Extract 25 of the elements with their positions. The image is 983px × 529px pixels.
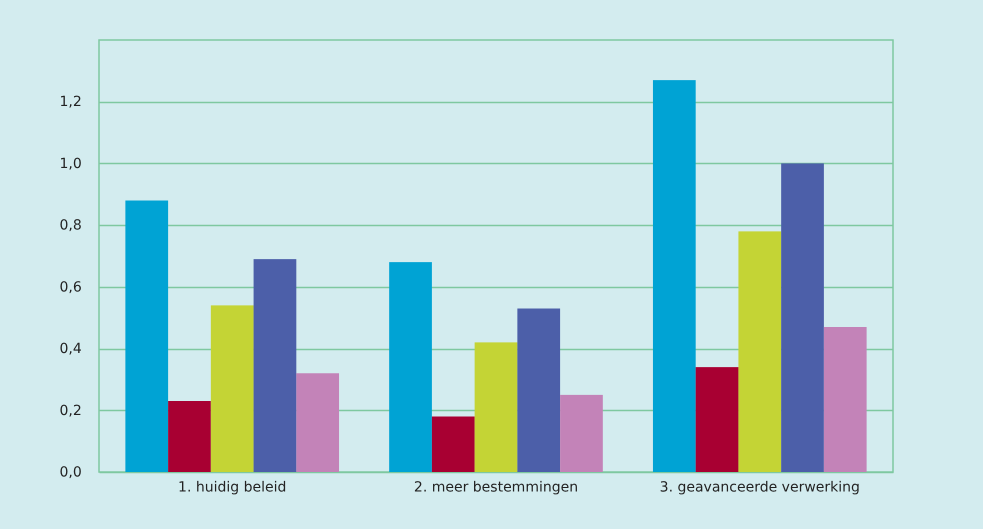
bar [474,342,518,472]
y-tick-label: 0,0 [60,464,82,480]
y-tick-label: 0,6 [60,279,82,296]
bar [652,80,696,472]
bar [125,200,168,472]
bar [389,262,432,472]
y-tick-label: 0,8 [60,218,82,234]
bar [210,305,254,472]
bar [517,308,560,472]
y-tick-label: 0,4 [60,341,82,358]
y-tick-label: 1,0 [60,156,82,172]
y-tick-label: 1,2 [60,94,82,110]
bar [296,373,340,472]
x-tick-label: 3. geavanceerde verwerking [660,480,860,496]
x-tick-label: 1. huidig beleid [178,480,286,496]
bar [560,394,603,472]
bar [432,416,475,472]
bar [738,231,782,472]
x-tick-label: 2. meer bestemmingen [414,480,578,496]
bar [781,163,824,472]
y-tick-label: 0,2 [60,402,82,419]
bar [254,259,296,472]
bar [824,326,867,472]
bar [168,401,211,472]
bar [696,367,738,472]
